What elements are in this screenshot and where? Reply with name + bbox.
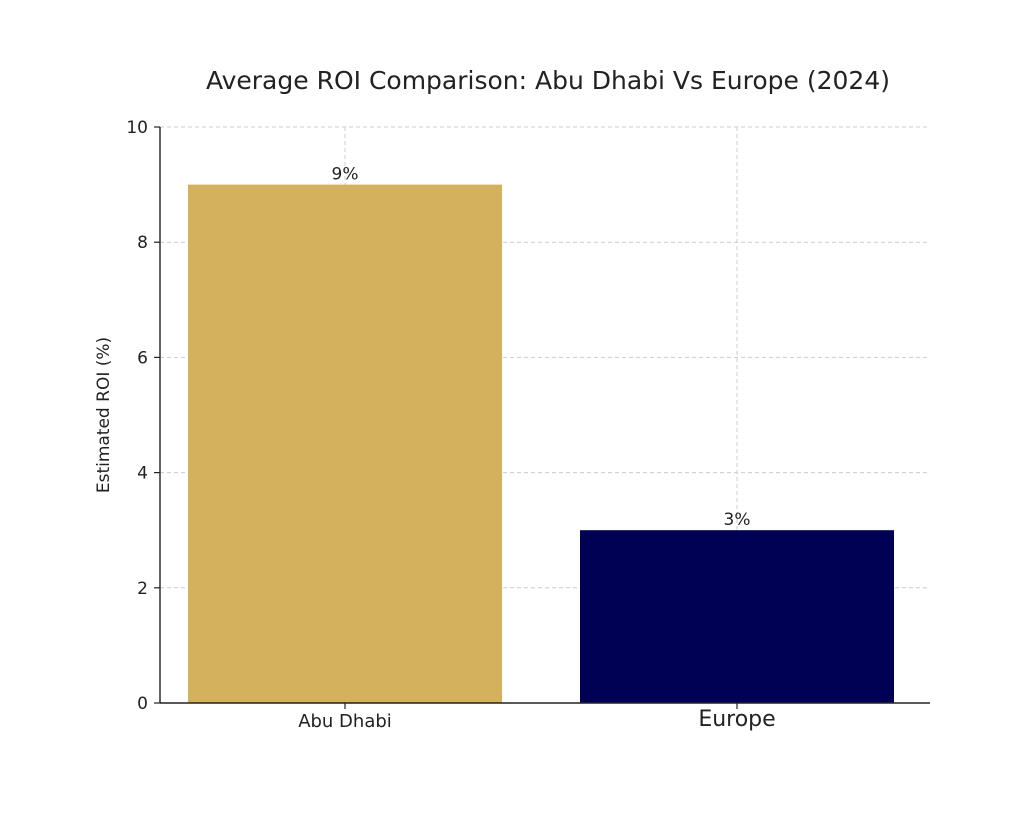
axis-layer [154, 126, 930, 709]
y-tick-label-0: 0 [137, 694, 148, 714]
bar-europe [580, 530, 894, 703]
y-tick-label-4: 8 [137, 233, 148, 253]
y-tick-label-2: 4 [137, 464, 148, 484]
data-label-0: 9% [332, 165, 359, 185]
bar-abu-dhabi [188, 184, 502, 704]
label-layer: 0 2 4 6 8 10 9% Abu Dhabi 3% Europe [126, 118, 775, 732]
x-tick-label-1: Europe [698, 707, 775, 732]
data-label-1: 3% [724, 510, 751, 530]
bar-layer [188, 184, 894, 704]
y-tick-label-5: 10 [126, 118, 148, 138]
chart-title: Average ROI Comparison: Abu Dhabi Vs Eur… [206, 66, 890, 95]
x-tick-label-0: Abu Dhabi [298, 711, 392, 732]
y-tick-label-1: 2 [137, 579, 148, 599]
y-tick-label-3: 6 [137, 348, 148, 368]
y-axis-label: Estimated ROI (%) [94, 337, 114, 493]
